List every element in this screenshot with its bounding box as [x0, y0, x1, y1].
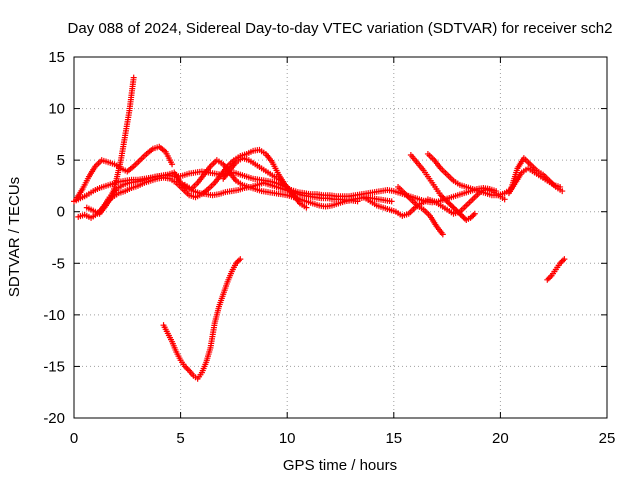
- chart-title: Day 088 of 2024, Sidereal Day-to-day VTE…: [68, 20, 613, 37]
- y-tick-label: 15: [48, 49, 65, 66]
- data-point-arc-2: [388, 198, 395, 205]
- data-point-arc-8: [501, 196, 508, 203]
- data-point-arc-10: [471, 210, 478, 217]
- y-axis: -20 -15 -10 -5 0 5 10 15: [43, 49, 607, 427]
- x-tick-label: 10: [279, 430, 296, 447]
- data-point-arc-9: [439, 231, 446, 238]
- data-point-arc-13: [237, 256, 244, 263]
- y-tick-label: 5: [57, 152, 65, 169]
- y-tick-label: 0: [57, 204, 65, 221]
- x-tick-label: 0: [70, 430, 78, 447]
- data-point-arc-4: [169, 161, 176, 168]
- x-tick-label: 5: [176, 430, 184, 447]
- y-tick-label: -20: [43, 410, 65, 427]
- data-point-arc-6: [354, 198, 361, 205]
- data-marks: [71, 74, 568, 382]
- y-tick-label: -5: [52, 255, 65, 272]
- x-tick-label: 15: [385, 430, 402, 447]
- y-tick-label: -10: [43, 307, 65, 324]
- data-point-arc-11: [559, 188, 566, 195]
- data-point-arc-7: [303, 204, 310, 211]
- y-tick-label: 10: [48, 101, 65, 118]
- x-tick-label: 25: [599, 430, 616, 447]
- x-axis: 0 5 10 15 20 25: [70, 57, 616, 447]
- data-point-arc-14: [561, 256, 568, 263]
- y-axis-title: SDTVAR / TECUs: [6, 177, 23, 297]
- x-axis-title: GPS time / hours: [283, 457, 397, 474]
- data-point-arc-12: [557, 183, 564, 190]
- x-tick-label: 20: [492, 430, 509, 447]
- plot-frame: [73, 56, 608, 419]
- y-tick-label: -15: [43, 358, 65, 375]
- data-point-arc-3: [130, 74, 137, 81]
- grid: [74, 57, 607, 418]
